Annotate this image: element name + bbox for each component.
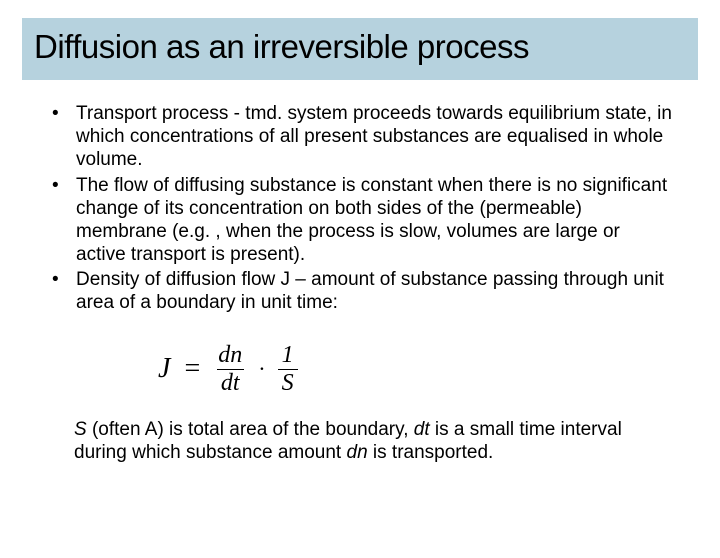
bullet-item: The flow of diffusing substance is const…: [48, 174, 672, 267]
title-band: Diffusion as an irreversible process: [22, 18, 698, 80]
bullet-list: Transport process - tmd. system proceeds…: [48, 102, 672, 315]
symbol-S: S: [74, 419, 87, 440]
closing-paragraph: S (often A) is total area of the boundar…: [0, 418, 720, 464]
closing-text: is transported.: [368, 442, 494, 463]
fraction-1-S: 1 S: [278, 343, 298, 396]
page-title: Diffusion as an irreversible process: [34, 28, 686, 66]
symbol-dt: dt: [414, 419, 430, 440]
fraction-denominator: dt: [217, 369, 244, 396]
equals-sign: =: [180, 353, 204, 385]
closing-text: (often A) is total area of the boundary,: [87, 419, 414, 440]
symbol-dn: dn: [347, 442, 368, 463]
fraction-numerator: 1: [278, 343, 298, 369]
bullet-item: Density of diffusion flow J – amount of …: [48, 268, 672, 314]
fraction-dn-dt: dn dt: [214, 343, 246, 396]
diffusion-formula: J = dn dt · 1 S: [158, 343, 672, 396]
formula-lhs: J: [158, 353, 170, 385]
multiplication-dot: ·: [256, 356, 267, 382]
content-area: Transport process - tmd. system proceeds…: [0, 80, 720, 396]
fraction-denominator: S: [278, 369, 298, 396]
bullet-item: Transport process - tmd. system proceeds…: [48, 102, 672, 172]
fraction-numerator: dn: [214, 343, 246, 369]
